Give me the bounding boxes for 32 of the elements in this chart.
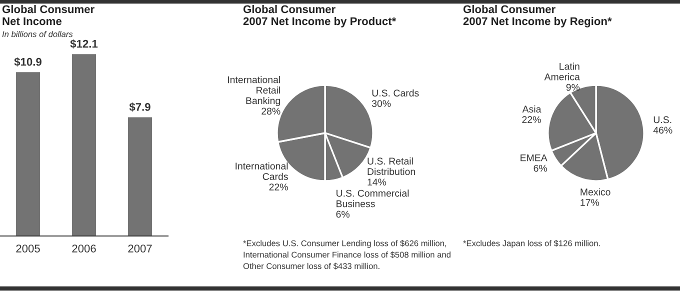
data-label: 46%: [653, 126, 672, 134]
data-label: 9%: [566, 84, 580, 91]
slice-label: U.S. Cards: [372, 89, 419, 97]
chart-title: Global Consumer 2007 Net Income by Product*: [243, 5, 396, 28]
data-label: 28%: [262, 108, 280, 115]
data-label: $7.9: [129, 102, 150, 112]
data-label: 6%: [534, 164, 548, 172]
data-label: $12.1: [70, 39, 98, 48]
data-label: $10.9: [14, 57, 42, 66]
chart-subtitle: In billions of dollars: [2, 31, 73, 38]
x-tick-label: 2007: [128, 244, 152, 252]
slice-label: Mexico: [580, 188, 610, 196]
text: *Excludes U.S. Consumer Lending loss of $626 million, International Consumer Finance loss of $508 million and Other Consumer loss of $433 million.: [243, 240, 450, 270]
chart-title: Global Consumer 2007 Net Income by Region*: [463, 5, 612, 28]
data-label: 14%: [368, 178, 386, 186]
data-label: 30%: [372, 100, 391, 107]
data-label: 17%: [580, 199, 600, 206]
chart-title: Global Consumer Net Income: [2, 5, 94, 26]
slice-label: EMEA: [520, 154, 548, 162]
slice-label: Asia: [522, 105, 542, 113]
x-tick-label: 2006: [72, 244, 96, 252]
slice-label: U.S.: [654, 116, 672, 124]
slice-label: Latin America: [544, 62, 580, 80]
slice-label: U.S. Retail Distribution: [368, 157, 415, 176]
data-label: 22%: [522, 116, 541, 124]
data-label: 22%: [269, 184, 288, 190]
x-tick-label: 2005: [16, 244, 40, 252]
data-label: 6%: [336, 210, 350, 218]
slice-label: International Cards: [236, 162, 288, 180]
text: *Excludes Japan loss of $126 million.: [463, 240, 600, 248]
slice-label: U.S. Commercial Business: [336, 190, 409, 208]
slice-label: International Retail Banking: [228, 76, 280, 106]
